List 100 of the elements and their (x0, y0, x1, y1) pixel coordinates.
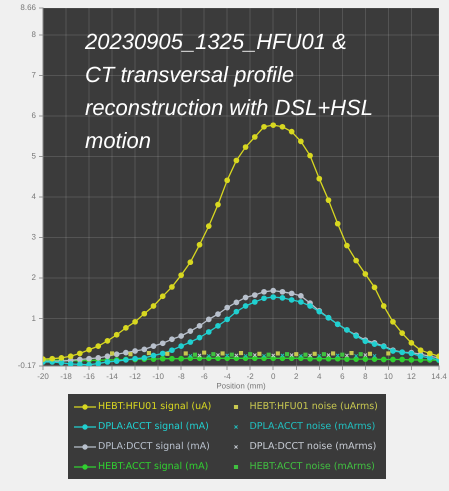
point (248, 352, 252, 356)
point (150, 352, 156, 358)
point (58, 355, 64, 361)
x-tick-label: 12 (406, 372, 416, 382)
x-tick-label: 10 (384, 372, 394, 382)
x-tick-label: -2 (246, 372, 254, 382)
y-tick-label: 8.66 (20, 3, 37, 12)
point (408, 357, 414, 363)
point (242, 303, 248, 309)
x-tick-label: 4 (317, 372, 322, 382)
point (160, 340, 166, 346)
point (141, 310, 148, 317)
point (196, 323, 202, 329)
point (312, 352, 317, 356)
y-tick-label: 1 (32, 314, 37, 323)
point (123, 325, 129, 331)
point (362, 356, 368, 362)
point (298, 138, 304, 144)
point (326, 356, 332, 362)
point (198, 353, 202, 358)
point (280, 288, 286, 295)
legend-label: HEBT:HFU01 noise (uArms) (249, 401, 378, 412)
point (288, 128, 294, 135)
point (288, 290, 294, 296)
point (344, 242, 350, 248)
point (276, 351, 280, 356)
x-tick-label: -10 (152, 372, 164, 382)
point (362, 271, 368, 277)
x-tick-label: -4 (224, 372, 232, 382)
point (334, 220, 341, 227)
point (188, 339, 194, 345)
point (150, 343, 156, 349)
x-axis-title: Position (mm) (216, 381, 266, 390)
legend-label: DPLA:DCCT noise (mArms) (249, 441, 376, 452)
x-tick-label: -8 (178, 372, 186, 382)
point (322, 352, 326, 356)
point (169, 284, 175, 290)
x-tick-label: 2 (294, 372, 300, 382)
point (234, 299, 240, 306)
point (303, 352, 308, 357)
point (340, 352, 344, 357)
x-tick-label: -20 (37, 372, 50, 382)
point (188, 259, 194, 266)
point (68, 353, 74, 360)
point (160, 350, 166, 356)
point (202, 350, 206, 355)
legend-label: DPLA:ACCT signal (mA) (98, 421, 209, 432)
point (294, 352, 298, 356)
point (390, 318, 396, 325)
point (290, 353, 294, 358)
point (238, 350, 244, 356)
point (123, 350, 129, 356)
point (95, 360, 102, 366)
point (215, 355, 221, 362)
point (344, 356, 350, 362)
point (224, 177, 230, 184)
point (368, 352, 372, 356)
point (146, 350, 151, 356)
point (165, 352, 170, 356)
point (160, 293, 166, 300)
point (358, 352, 363, 356)
point (104, 353, 110, 360)
point (262, 354, 266, 358)
point (270, 355, 276, 362)
point (307, 303, 313, 309)
legend-label: DPLA:ACCT noise (mArms) (249, 421, 376, 432)
point (372, 356, 378, 362)
point (280, 295, 286, 301)
point (261, 295, 267, 302)
point (206, 329, 212, 335)
point (141, 346, 148, 352)
legend-label: HEBT:HFU01 signal (uA) (98, 401, 212, 412)
point (211, 352, 216, 356)
point (308, 353, 312, 358)
y-tick-label: 8 (32, 30, 37, 39)
point (128, 352, 133, 356)
x-tick-label: -16 (83, 372, 96, 382)
text: 20230905_1325_HFU01 & CT transversal profile reconstruction with DSL+HSL motion (84, 29, 373, 154)
point (95, 355, 102, 361)
point (114, 351, 120, 358)
point (114, 332, 120, 338)
point (349, 350, 354, 356)
point (334, 356, 341, 362)
x-tick-label: -12 (129, 372, 142, 382)
point (399, 330, 406, 336)
point (261, 124, 267, 130)
point (380, 356, 387, 362)
point (331, 351, 336, 356)
point (216, 353, 220, 358)
point (399, 356, 406, 362)
point (178, 272, 184, 278)
point (104, 338, 110, 344)
x-tick-label: -6 (200, 372, 208, 382)
point (150, 303, 156, 309)
point (372, 284, 378, 290)
point (386, 351, 390, 356)
y-tick-label: 7 (32, 70, 37, 80)
point (160, 356, 166, 362)
point (344, 353, 349, 358)
point (132, 318, 138, 325)
